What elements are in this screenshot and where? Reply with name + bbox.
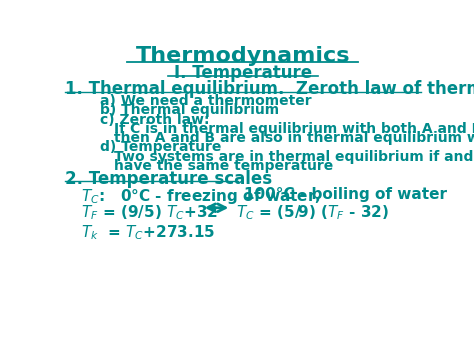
Text: then A and B are also in thermal equilibrium with  each other: then A and B are also in thermal equilib…: [113, 131, 474, 145]
Text: $T_C$:   0°C - freezing of water,: $T_C$: 0°C - freezing of water,: [81, 187, 321, 206]
Text: d) Temperature: d) Temperature: [100, 140, 221, 154]
Text: c) Zeroth law:: c) Zeroth law:: [100, 113, 209, 127]
Text: Two systems are in thermal equilibrium if and only if they: Two systems are in thermal equilibrium i…: [113, 149, 474, 164]
Text: b) Thermal equilibrium: b) Thermal equilibrium: [100, 103, 279, 118]
Text: $T_F$ = (9/5) $T_C$+32: $T_F$ = (9/5) $T_C$+32: [81, 203, 218, 222]
Text: a) We need a thermometer: a) We need a thermometer: [100, 94, 311, 108]
Text: have the same temperature: have the same temperature: [113, 159, 333, 173]
Text: 100°C - boiling of water: 100°C - boiling of water: [244, 187, 447, 202]
Text: Thermodynamics: Thermodynamics: [136, 47, 350, 66]
Text: 1. Thermal equilibrium.  Zeroth law of thermodynamics: 1. Thermal equilibrium. Zeroth law of th…: [64, 80, 474, 98]
Text: 2. Temperature scales: 2. Temperature scales: [64, 170, 272, 188]
Text: If C is in thermal equilibrium with both A and B,: If C is in thermal equilibrium with both…: [113, 122, 474, 136]
Text: $T_k$  = $T_C$+273.15: $T_k$ = $T_C$+273.15: [81, 224, 215, 242]
Text: I. Temperature: I. Temperature: [174, 64, 312, 82]
Text: $T_C$ = (5/9) ($T_F$ - 32): $T_C$ = (5/9) ($T_F$ - 32): [236, 203, 389, 222]
